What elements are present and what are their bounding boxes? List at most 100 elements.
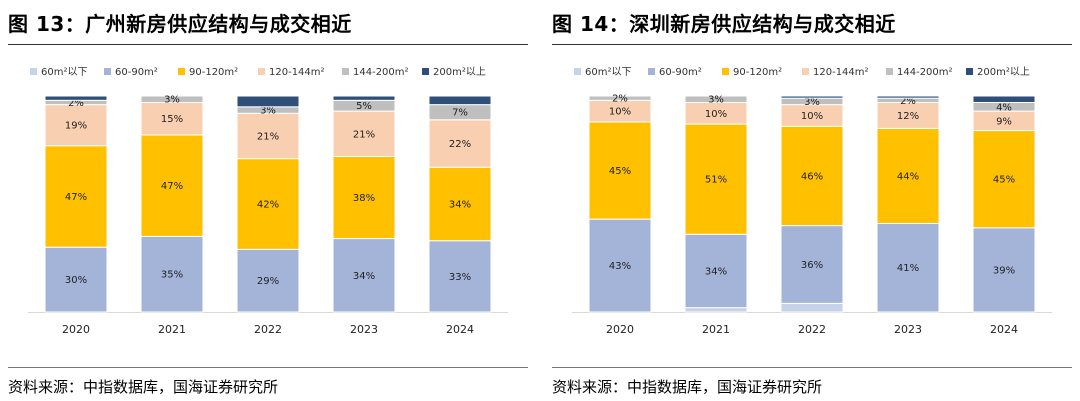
data-label: 12% xyxy=(897,111,919,122)
legend-swatch-200m2above xyxy=(422,68,429,75)
bar-segment-60m2below-2021 xyxy=(684,307,748,313)
data-label: 3% xyxy=(164,95,180,106)
bar-segment-120-144m2-2023 xyxy=(876,101,940,129)
data-label: 46% xyxy=(801,171,823,182)
bar-segment-90-120m2-2021 xyxy=(140,134,204,237)
legend-swatch-200m2above xyxy=(966,68,973,75)
legend-swatch-120-144m2 xyxy=(258,68,265,75)
data-label: 10% xyxy=(705,109,727,120)
bar-segment-144-200m2-2021 xyxy=(684,95,748,103)
bar-segment-200m2above-2020 xyxy=(44,95,108,101)
data-label: 10% xyxy=(801,111,823,122)
data-label: 34% xyxy=(705,266,727,277)
figure-title: 图 13：广州新房供应结构与成交相近 xyxy=(8,12,352,36)
legend-swatch-60-90m2 xyxy=(104,68,111,75)
bar-segment-60-90m2-2020 xyxy=(44,246,108,313)
bar-segment-60m2below-2022 xyxy=(780,302,844,313)
bar-segment-60-90m2-2024 xyxy=(972,227,1036,313)
bar-segment-120-144m2-2023 xyxy=(332,110,396,157)
data-label: 10% xyxy=(609,107,631,118)
data-label: 45% xyxy=(609,166,631,177)
legend-swatch-60m2below xyxy=(30,68,37,75)
x-tick-label-2022: 2022 xyxy=(254,323,282,336)
bar-segment-90-120m2-2020 xyxy=(588,121,652,220)
bar-segment-60-90m2-2022 xyxy=(780,225,844,304)
x-tick-label-2022: 2022 xyxy=(798,323,826,336)
bar-segment-144-200m2-2021 xyxy=(140,95,204,103)
data-label: 21% xyxy=(257,131,279,142)
bar-segment-120-144m2-2024 xyxy=(428,119,492,168)
legend-swatch-120-144m2 xyxy=(802,68,809,75)
x-tick-label-2024: 2024 xyxy=(990,323,1018,336)
data-label: 21% xyxy=(353,129,375,140)
bar-segment-200m2above-2023 xyxy=(332,95,396,101)
legend-label-60-90m2: 60-90m² xyxy=(659,67,702,78)
data-label: 42% xyxy=(257,200,279,211)
data-label: 2% xyxy=(68,98,84,109)
data-label: 2% xyxy=(900,96,916,107)
legend-swatch-60m2below xyxy=(574,68,581,75)
bar-segment-60-90m2-2021 xyxy=(684,233,748,309)
figure-title: 图 14：深圳新房供应结构与成交相近 xyxy=(552,12,896,36)
legend-swatch-144-200m2 xyxy=(886,68,893,75)
stacked-bar-chart-shenzhen: 60m²以下 60-90m² 90-120m² 120-144m² 144-200m² 2… xyxy=(572,66,1052,336)
data-label: 45% xyxy=(993,175,1015,186)
bar-segment-90-120m2-2020 xyxy=(44,145,108,248)
data-label: 3% xyxy=(708,95,724,106)
title-divider xyxy=(552,44,1072,45)
bar-segment-90-120m2-2021 xyxy=(684,123,748,235)
data-label: 3% xyxy=(260,106,276,117)
data-label: 29% xyxy=(257,276,279,287)
bar-segment-200m2above-2024 xyxy=(972,95,1036,103)
bar-segment-60-90m2-2023 xyxy=(876,222,940,313)
data-label: 7% xyxy=(452,108,468,119)
x-tick-label-2021: 2021 xyxy=(702,323,730,336)
legend-swatch-90-120m2 xyxy=(178,68,185,75)
legend-swatch-60-90m2 xyxy=(648,68,655,75)
data-label: 34% xyxy=(449,200,471,211)
data-label: 39% xyxy=(993,265,1015,276)
legend-label-120-144m2: 120-144m² xyxy=(813,67,869,78)
legend-label-60-90m2: 60-90m² xyxy=(115,67,158,78)
bar-segment-144-200m2-2020 xyxy=(588,95,652,101)
bar-segment-200m2above-2022 xyxy=(780,95,844,99)
bar-segment-120-144m2-2021 xyxy=(140,101,204,136)
source-divider xyxy=(8,367,528,368)
bar-segment-90-120m2-2023 xyxy=(876,127,940,224)
bar-segment-60-90m2-2023 xyxy=(332,238,396,313)
bar-segment-120-144m2-2022 xyxy=(236,112,300,160)
bar-segment-90-120m2-2022 xyxy=(780,125,844,227)
legend-label-200m2above: 200m²以上 xyxy=(433,66,486,78)
stacked-bar-chart-guangzhou: 60m²以下 60-90m² 90-120m² 120-144m² 144-200m² 2… xyxy=(28,66,508,336)
legend-label-200m2above: 200m²以上 xyxy=(977,66,1030,78)
data-label: 36% xyxy=(801,260,823,271)
legend-label-144-200m2: 144-200m² xyxy=(897,67,953,78)
legend-label-60m2below: 60m²以下 xyxy=(585,67,631,78)
data-label: 22% xyxy=(449,139,471,150)
data-label: 51% xyxy=(705,175,727,186)
legend-swatch-90-120m2 xyxy=(722,68,729,75)
data-label: 34% xyxy=(353,271,375,282)
bar-segment-90-120m2-2024 xyxy=(428,166,492,242)
data-label: 5% xyxy=(356,101,372,112)
legend-label-60m2below: 60m²以下 xyxy=(41,67,87,78)
source-note: 资料来源：中指数据库，国海证券研究所 xyxy=(552,378,823,396)
bar-segment-60-90m2-2022 xyxy=(236,248,300,313)
bar-segment-90-120m2-2023 xyxy=(332,155,396,240)
data-label: 44% xyxy=(897,171,919,182)
data-label: 35% xyxy=(161,270,183,281)
data-label: 33% xyxy=(449,272,471,283)
data-label: 15% xyxy=(161,114,183,125)
data-label: 43% xyxy=(609,261,631,272)
data-label: 38% xyxy=(353,193,375,204)
bar-segment-60-90m2-2021 xyxy=(140,235,204,313)
legend-label-90-120m2: 90-120m² xyxy=(189,67,238,78)
bar-segment-200m2above-2023 xyxy=(876,95,940,99)
x-tick-label-2021: 2021 xyxy=(158,323,186,336)
data-label: 19% xyxy=(65,121,87,132)
data-label: 3% xyxy=(804,97,820,108)
x-tick-label-2024: 2024 xyxy=(446,323,474,336)
chart-panel-guangzhou: 图 13：广州新房供应结构与成交相近 60m²以下 60-90m² 90-120m²… xyxy=(8,0,528,401)
source-note: 资料来源：中指数据库，国海证券研究所 xyxy=(8,378,279,396)
data-label: 47% xyxy=(65,192,87,203)
